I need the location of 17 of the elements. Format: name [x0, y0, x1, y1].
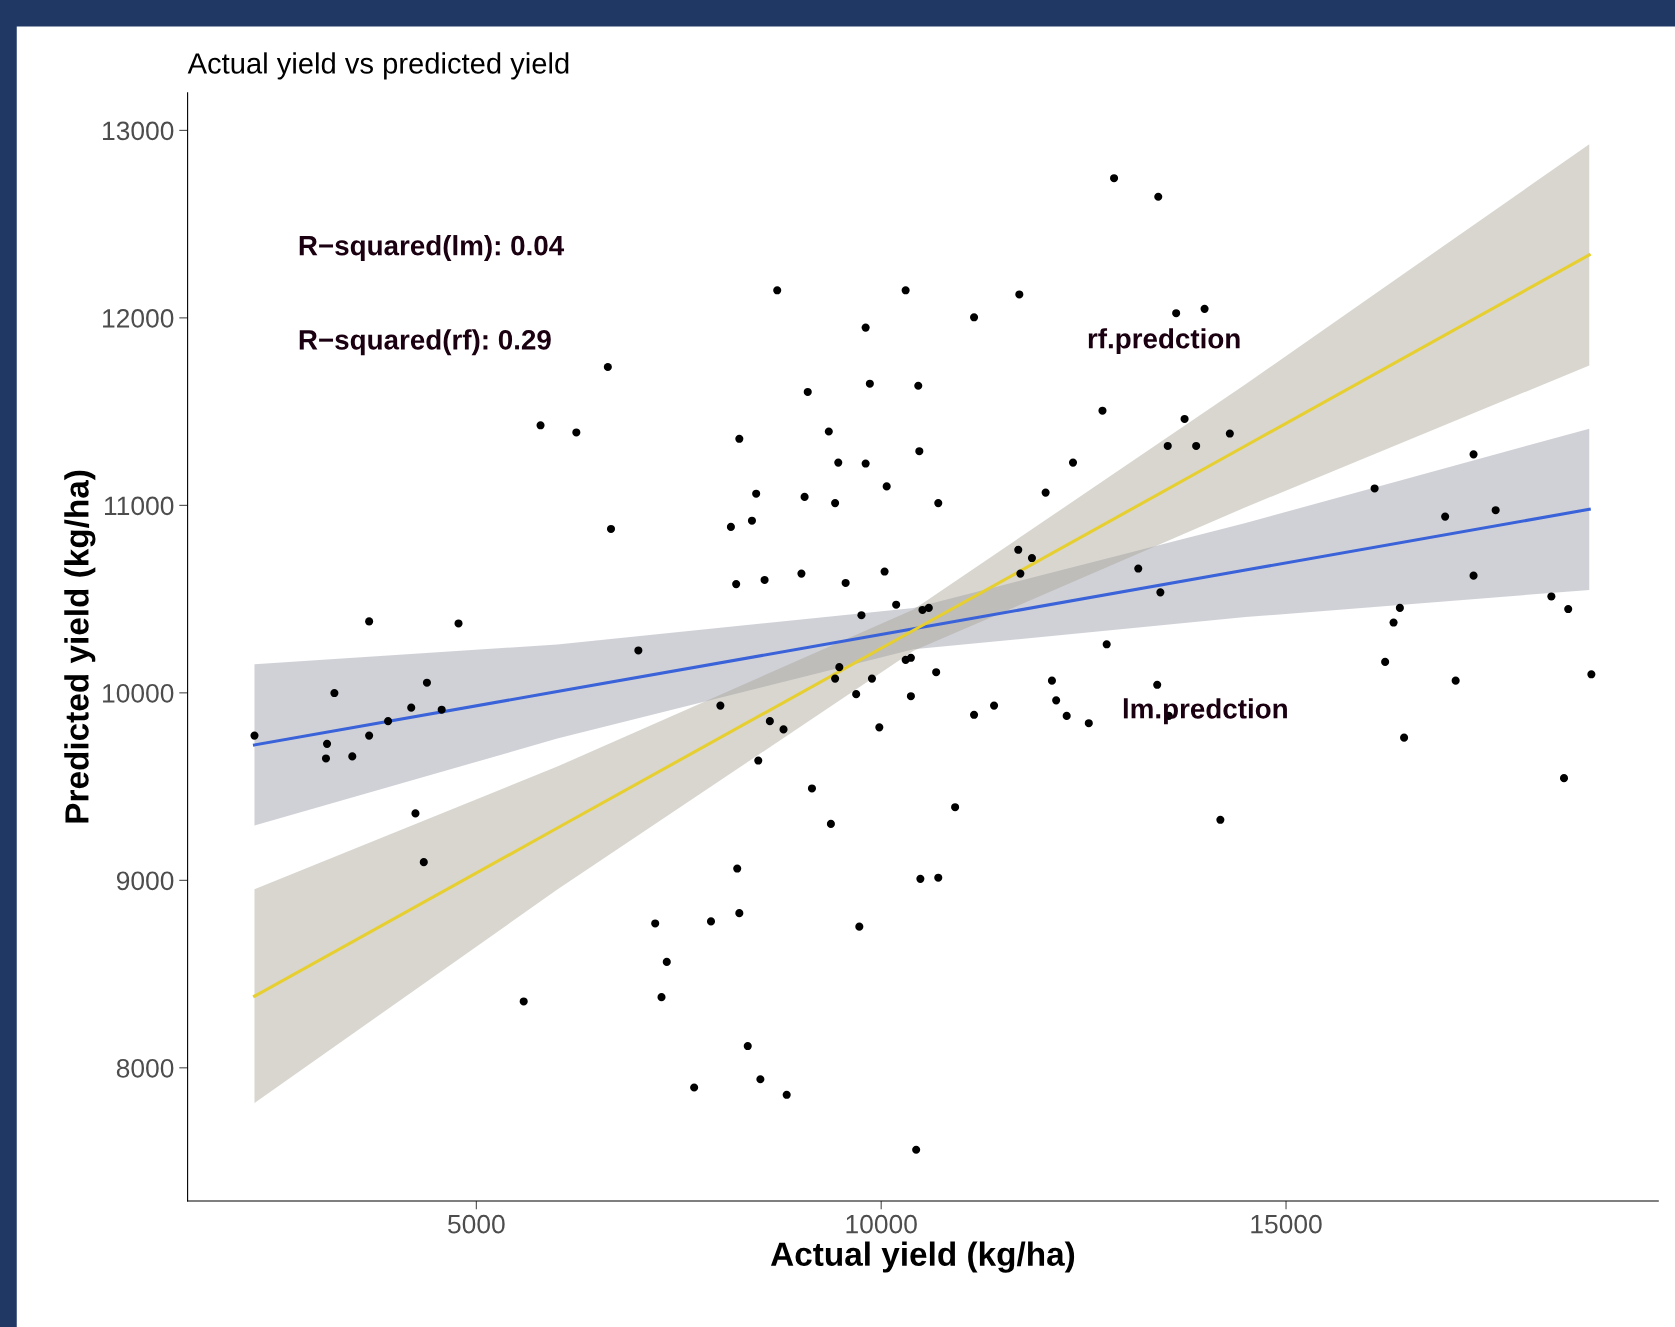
x-tick-label: 15000 — [1251, 1214, 1322, 1234]
y-tick-label: 10000 — [103, 683, 174, 703]
annotation: rf.predction — [1088, 328, 1240, 355]
x-axis-title: Actual yield (kg/ha) — [770, 1241, 1075, 1273]
annotation: R−squared(rf): 0.29 — [299, 329, 551, 356]
y-tick-label: 13000 — [103, 121, 174, 141]
annotation: lm.predction — [1123, 698, 1287, 725]
x-tick-label: 10000 — [846, 1214, 917, 1234]
y-tick-label: 8000 — [116, 1058, 174, 1078]
y-axis-title: Predicted yield (kg/ha) — [64, 470, 96, 823]
line-series — [252, 507, 1591, 747]
y-tick-label: 9000 — [116, 871, 174, 891]
y-tick-label: 12000 — [103, 309, 174, 328]
annotation: R−squared(lm): 0.04 — [299, 235, 565, 261]
x-tick-label: 5000 — [448, 1214, 505, 1234]
y-tick-label: 11000 — [104, 496, 174, 516]
chart-title: Actual yield vs predicted yield — [187, 52, 569, 80]
